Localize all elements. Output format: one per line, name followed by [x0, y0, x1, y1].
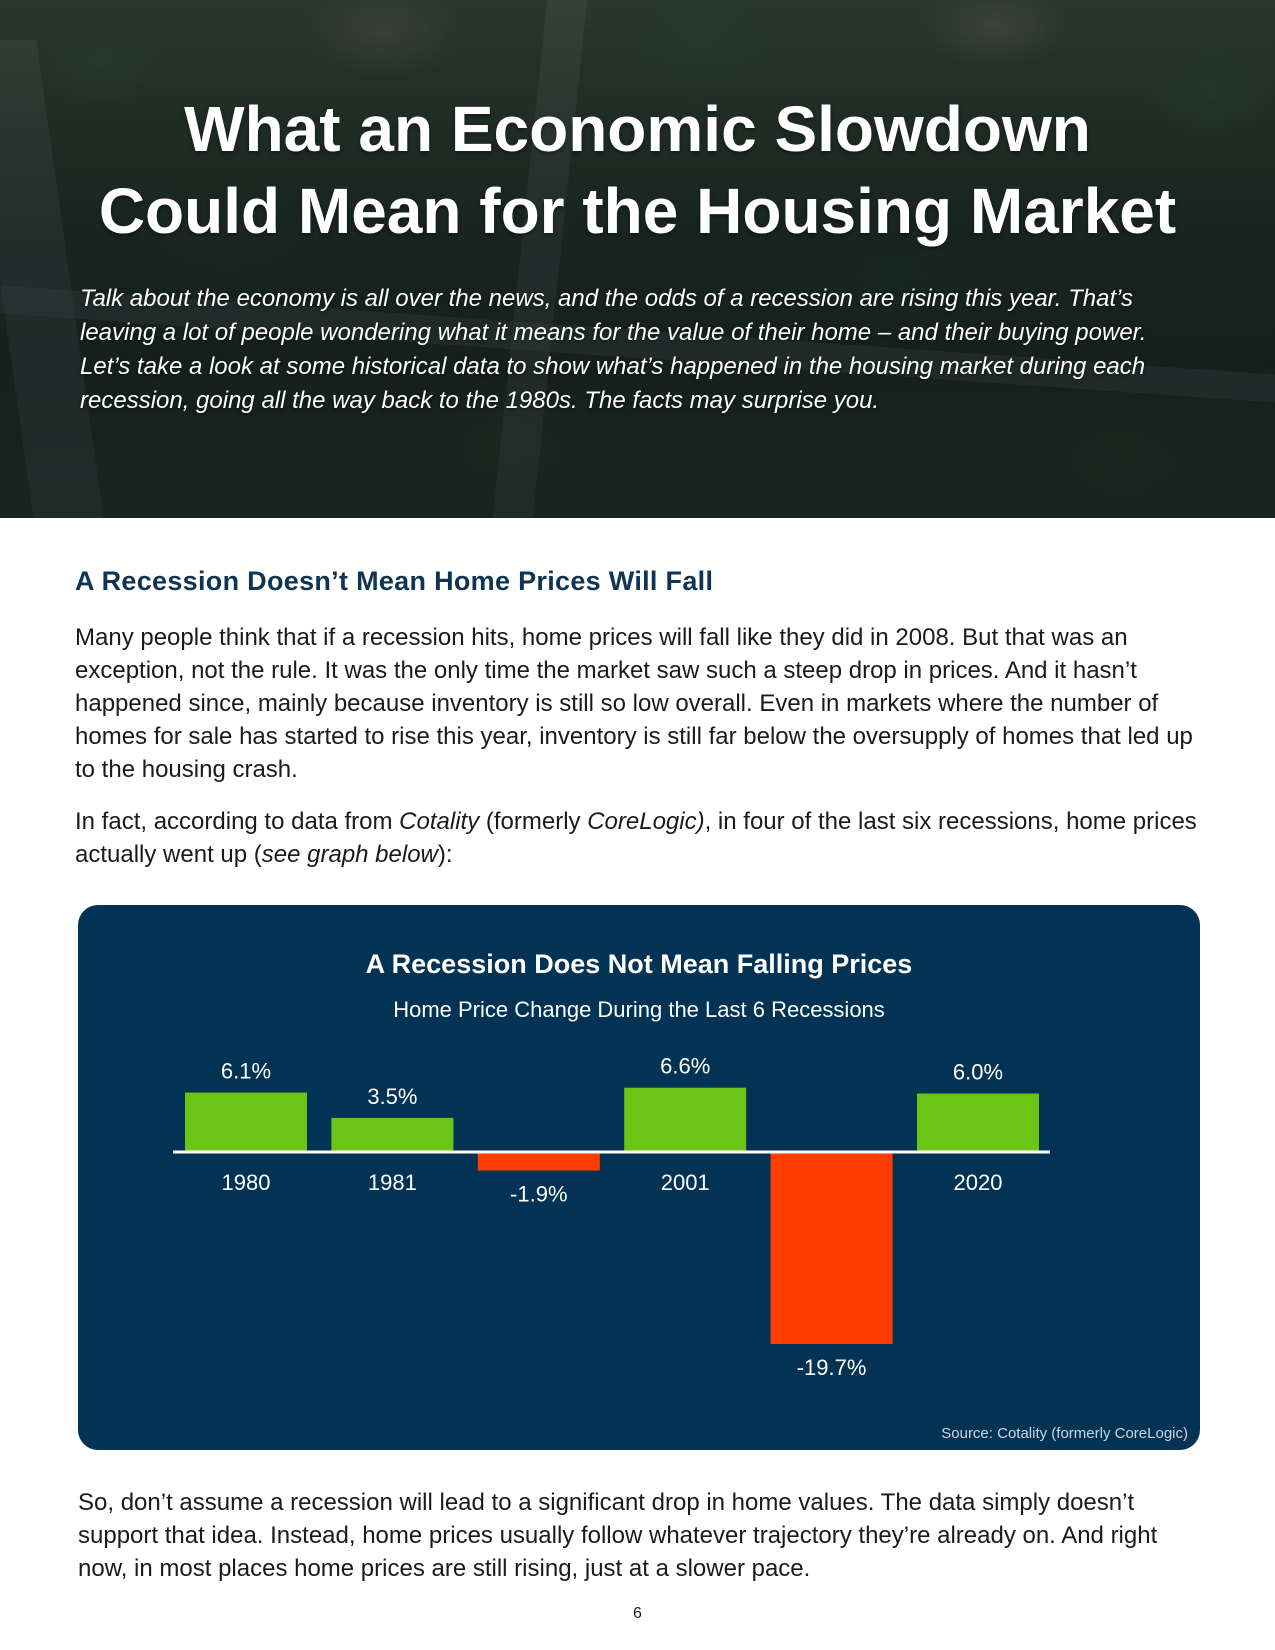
bar-0: [185, 1092, 307, 1152]
category-label: 2001: [661, 1170, 710, 1195]
chart-subtitle: Home Price Change During the Last 6 Rece…: [393, 997, 885, 1022]
chart-title: A Recession Does Not Mean Falling Prices: [366, 949, 913, 979]
page-title: What an Economic Slowdown Could Mean for…: [40, 88, 1235, 252]
body-paragraph-1: Many people think that if a recession hi…: [75, 624, 1193, 783]
category-label: 1980: [222, 1170, 271, 1195]
page-number: 6: [633, 1605, 642, 1622]
hero-banner: What an Economic Slowdown Could Mean for…: [0, 0, 1275, 518]
bar-3: [624, 1087, 747, 1152]
chart-source: Source: Cotality (formerly CoreLogic): [941, 1425, 1188, 1442]
body-paragraph-2: In fact, according to data from Cotality…: [75, 805, 1205, 871]
body-paragraph-3: So, don’t assume a recession will lead t…: [78, 1489, 1158, 1582]
title-line-1: What an Economic Slowdown: [184, 93, 1091, 165]
chart-card: A Recession Does Not Mean Falling Prices…: [78, 905, 1200, 1450]
bar-value-label: 6.0%: [953, 1060, 1003, 1085]
para2-text-d: ):: [437, 841, 453, 868]
para2-see-graph: see graph below: [261, 841, 438, 868]
para2-text-b: (formerly: [479, 808, 588, 835]
para2-cotality: Cotality: [399, 808, 480, 835]
para2-text-c: , in four of the last six recessions, ho…: [75, 808, 1197, 868]
bar-value-label: -19.7%: [797, 1355, 867, 1380]
intro-text: Talk about the economy is all over the n…: [80, 285, 1147, 414]
hero-photo-overlay: [0, 0, 1275, 518]
bar-1: [331, 1117, 454, 1152]
title-line-2: Could Mean for the Housing Market: [98, 175, 1177, 247]
bar-value-label: 3.5%: [367, 1084, 417, 1109]
bar-value-label: 6.6%: [660, 1054, 710, 1079]
bar-5: [917, 1093, 1039, 1152]
bar-value-label: -1.9%: [510, 1182, 567, 1207]
para2-text-a: In fact, according to data from: [75, 808, 400, 835]
category-label: 2020: [954, 1170, 1003, 1195]
bar-chart: A Recession Does Not Mean Falling Prices…: [173, 949, 1050, 1380]
category-label: 1981: [368, 1170, 417, 1195]
bar-value-label: 6.1%: [221, 1059, 271, 1084]
bar-2: [477, 1152, 600, 1171]
bar-4: [770, 1152, 893, 1344]
section-heading: A Recession Doesn’t Mean Home Prices Wil…: [75, 566, 714, 596]
para2-corelogic: CoreLogic): [587, 808, 705, 835]
